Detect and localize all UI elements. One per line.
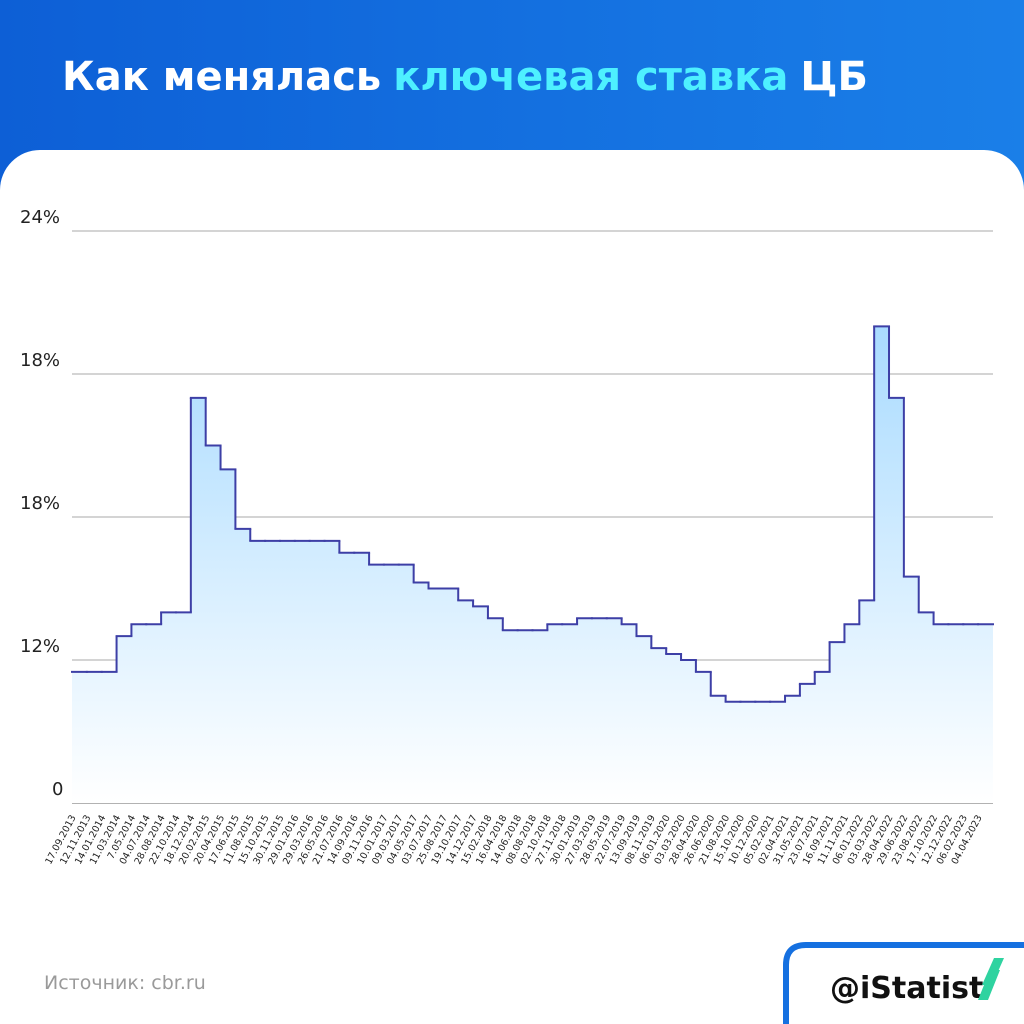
title-highlight: ключевая ставка xyxy=(393,54,788,100)
area xyxy=(72,326,993,803)
y-tick-label: 24% xyxy=(20,207,60,228)
plot: 012%18%18%24%17.09.201312.11.201314.01.2… xyxy=(20,207,994,866)
source: Источник: cbr.ru xyxy=(44,972,206,994)
panel-fill xyxy=(0,190,1024,1024)
brand-box xyxy=(783,942,1024,1024)
y-tick-label: 0 xyxy=(52,779,63,800)
title-part: Как менялась xyxy=(62,54,381,100)
title-part: ЦБ xyxy=(800,54,868,100)
brand-icon xyxy=(978,958,1004,1000)
y-tick-label: 18% xyxy=(20,493,60,514)
chart-title: Как менялась ключевая ставка ЦБ xyxy=(62,54,868,100)
y-tick-label: 18% xyxy=(20,350,60,371)
brand: @iStatist xyxy=(830,971,983,1006)
y-tick-label: 12% xyxy=(20,636,60,657)
